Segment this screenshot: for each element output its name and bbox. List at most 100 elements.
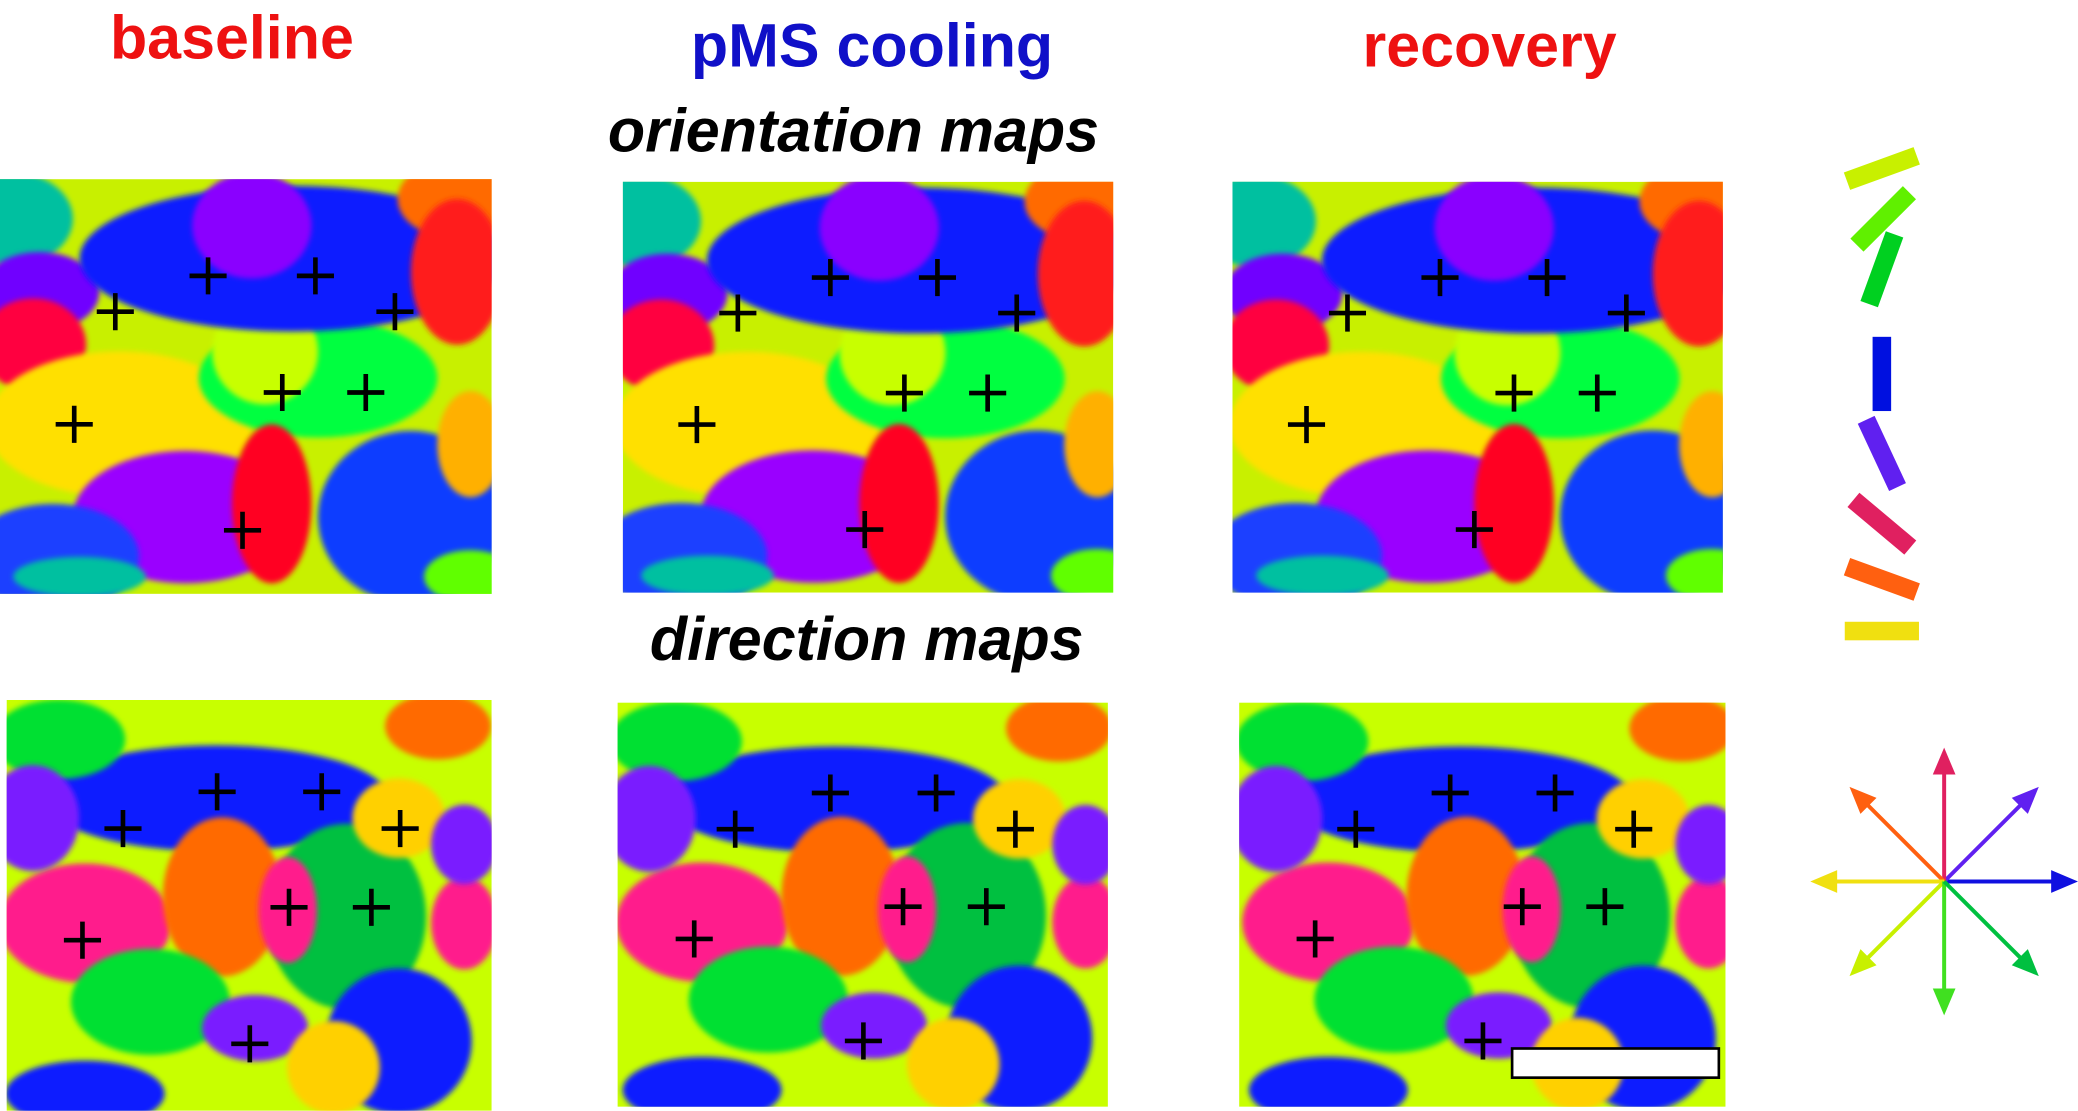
map-domain <box>1050 549 1114 593</box>
map-domain <box>0 179 73 266</box>
map-domain <box>202 994 309 1062</box>
map-domain <box>622 181 702 268</box>
map-domain <box>437 391 492 498</box>
pinwheel-marker <box>96 293 134 331</box>
pinwheel-marker <box>1287 406 1326 444</box>
orientation-key <box>1847 492 1917 555</box>
map-domain <box>1406 816 1526 976</box>
pinwheel-marker <box>1495 374 1533 412</box>
map-domain <box>662 746 1007 853</box>
pinwheel-marker <box>1536 774 1574 812</box>
pinwheel-marker <box>1431 774 1469 812</box>
direction-key-head <box>1932 747 1956 775</box>
map-domain <box>1287 746 1632 853</box>
pinwheel-marker <box>381 810 419 848</box>
pinwheel-marker <box>917 774 955 812</box>
direction-key-head <box>2011 949 2039 977</box>
map-image <box>1232 181 1723 593</box>
orientation-key <box>1850 186 1916 252</box>
map-domain <box>231 424 312 584</box>
map-domain <box>622 1056 782 1107</box>
map-domain <box>1502 856 1561 963</box>
map-panel <box>0 179 492 594</box>
pinwheel-marker <box>55 405 93 443</box>
map-panel <box>6 699 492 1111</box>
pinwheel-marker <box>1528 259 1566 297</box>
section-title: orientation maps <box>608 96 1099 164</box>
map-domain <box>70 948 230 1055</box>
map-domain <box>1675 804 1726 885</box>
orientation-key <box>1844 621 1919 641</box>
pinwheel-marker <box>63 921 102 959</box>
map-image <box>6 699 492 1111</box>
pinwheel-marker <box>1421 259 1459 297</box>
map-domain <box>877 856 937 963</box>
pinwheel-marker <box>811 774 849 812</box>
map-image <box>0 179 492 594</box>
orientation-key <box>1843 557 1920 601</box>
maps <box>0 179 1726 1111</box>
direction-key-head <box>1849 949 1877 977</box>
map-domain <box>385 699 492 760</box>
map-domain <box>1314 946 1474 1053</box>
pinwheel-marker <box>1607 294 1645 332</box>
map-panel <box>1239 702 1726 1107</box>
direction-key-head <box>2011 786 2039 814</box>
section-title: direction maps <box>650 605 1084 673</box>
map-domain <box>859 423 939 583</box>
map-domain <box>1679 391 1723 498</box>
map-domain <box>1064 391 1114 498</box>
pinwheel-marker <box>1578 374 1616 412</box>
orientation-key <box>1857 415 1906 492</box>
map-domain <box>688 946 848 1053</box>
map-domain <box>1652 200 1723 347</box>
pinwheel-marker <box>263 373 301 412</box>
map-domain <box>617 765 696 872</box>
pinwheel-marker <box>719 294 757 332</box>
map-domain <box>622 502 768 593</box>
map-domain <box>1665 549 1723 593</box>
pinwheel-marker <box>716 810 754 848</box>
map-domain <box>287 1021 380 1111</box>
map-domain <box>431 804 492 885</box>
map-domain <box>819 181 939 281</box>
pinwheel-marker <box>303 773 341 811</box>
direction-key-head <box>2051 870 2078 893</box>
condition-title: baseline <box>110 4 354 72</box>
condition-title: recovery <box>1363 11 1617 79</box>
map-domain <box>410 199 492 345</box>
pinwheel-marker <box>1296 920 1334 958</box>
map-domain <box>1434 181 1554 281</box>
pinwheel-marker <box>811 259 849 297</box>
pinwheel-marker <box>223 511 262 549</box>
pinwheel-marker <box>270 888 308 926</box>
map-domain <box>1560 430 1723 593</box>
map-domain <box>886 822 1047 1009</box>
map-domain <box>906 1017 1000 1107</box>
pinwheel-marker <box>675 920 713 958</box>
orientation-key <box>1872 336 1892 412</box>
direction-key-shaft <box>1853 791 1946 883</box>
legend <box>1810 147 2078 1016</box>
pinwheel-marker <box>198 773 236 811</box>
map-domain <box>6 699 126 780</box>
map-domain <box>1256 555 1389 593</box>
map-domain <box>1232 502 1383 593</box>
map-domain <box>641 555 774 593</box>
direction-key-head <box>1932 988 1956 1016</box>
pinwheel-marker <box>1337 810 1375 848</box>
pinwheel-marker <box>844 1022 882 1060</box>
pinwheel-marker <box>347 373 385 412</box>
map-domain <box>431 876 492 970</box>
map-domain <box>162 817 282 977</box>
map-image <box>622 181 1114 593</box>
pinwheel-marker <box>1586 888 1624 926</box>
pinwheel-marker <box>846 511 884 549</box>
map-domain <box>617 702 742 782</box>
pinwheel-marker <box>996 810 1034 848</box>
map-domain <box>1037 200 1114 347</box>
orientation-key <box>1860 231 1904 308</box>
pinwheel-marker <box>969 374 1007 412</box>
map-domain <box>13 556 146 594</box>
pinwheel-marker <box>918 259 956 297</box>
